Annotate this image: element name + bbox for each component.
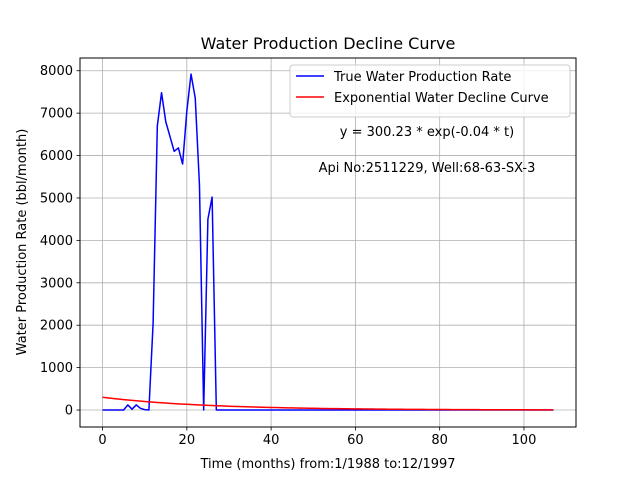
legend: True Water Production Rate Exponential W… — [289, 64, 571, 118]
series-layer — [102, 73, 554, 411]
equation-annotation: y = 300.23 * exp(-0.04 * t) — [340, 125, 514, 140]
legend-box — [289, 64, 571, 118]
y-tick-label: 7000 — [40, 107, 73, 122]
chart-title: Water Production Decline Curve — [201, 34, 456, 53]
legend-label-true-rate: True Water Production Rate — [333, 70, 511, 85]
y-tick-label: 5000 — [40, 191, 73, 206]
y-tick-label: 6000 — [40, 149, 73, 164]
y-tick-label: 1000 — [40, 361, 73, 376]
x-tick-label: 0 — [98, 433, 106, 448]
y-tick-label: 3000 — [40, 276, 73, 291]
well-annotation: Api No:2511229, Well:68-63-SX-3 — [319, 161, 536, 176]
series-line-exponential-water-decline-curve — [102, 396, 554, 411]
x-tick-label: 100 — [512, 433, 537, 448]
legend-label-decline-curve: Exponential Water Decline Curve — [334, 91, 549, 106]
y-tick-label: 8000 — [40, 64, 73, 79]
y-axis-label: Water Production Rate (bbl/month) — [15, 129, 30, 356]
x-tick-label: 40 — [263, 433, 280, 448]
x-tick-label: 60 — [347, 433, 364, 448]
ticks: 0 20 40 60 80 1000100020003000400050006000700… — [40, 64, 536, 448]
y-tick-label: 0 — [65, 404, 73, 419]
y-tick-label: 4000 — [40, 234, 73, 249]
plot-frame — [79, 57, 577, 428]
y-tick-label: 2000 — [40, 319, 73, 334]
x-axis-label: Time (months) from:1/1988 to:12/1997 — [199, 457, 455, 472]
series-line-true-water-production-rate — [102, 73, 554, 411]
x-tick-label: 20 — [179, 433, 196, 448]
x-tick-label: 80 — [431, 433, 448, 448]
